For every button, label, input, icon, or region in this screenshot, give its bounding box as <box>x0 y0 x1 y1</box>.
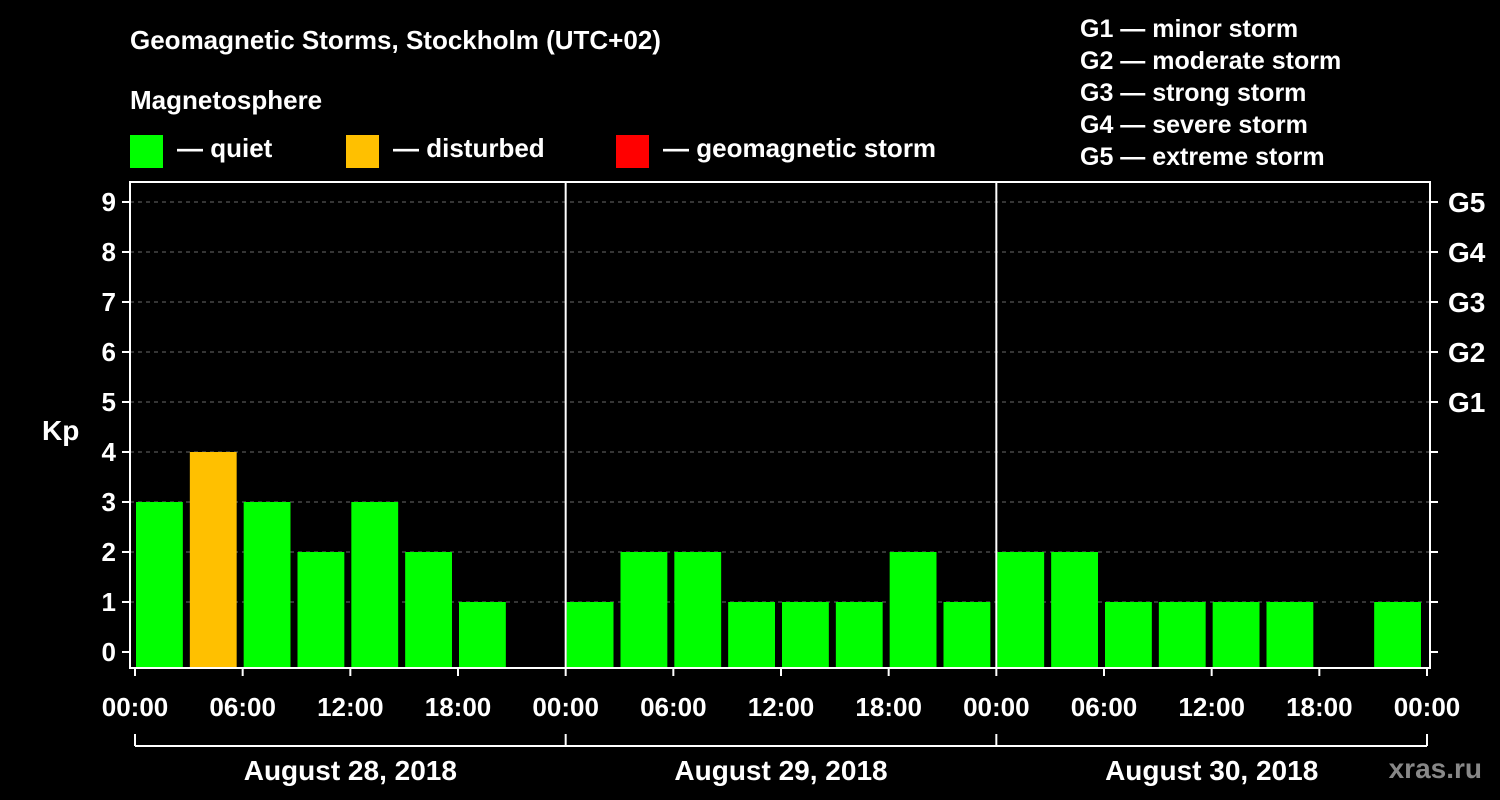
day-label: August 29, 2018 <box>674 755 887 786</box>
kp-bar <box>297 552 345 668</box>
y-tick-label: 6 <box>102 337 116 367</box>
y-tick-label: 9 <box>102 187 116 217</box>
g-scale-label: G4 <box>1448 237 1486 268</box>
y-tick-label: 8 <box>102 237 116 267</box>
kp-bar <box>1374 602 1421 668</box>
kp-bar <box>1158 602 1206 668</box>
y-tick-label: 5 <box>102 387 116 417</box>
storm-scale-g4: G4 — severe storm <box>1080 111 1308 139</box>
kp-bar <box>1051 552 1098 668</box>
x-tick-label: 12:00 <box>1178 692 1245 722</box>
legend-swatch-quiet <box>130 135 163 168</box>
x-tick-label: 18:00 <box>1286 692 1353 722</box>
storm-scale-g1: G1 — minor storm <box>1080 15 1298 43</box>
storm-scale-g2: G2 — moderate storm <box>1080 47 1341 75</box>
kp-bar <box>835 602 883 668</box>
legend-label-disturbed: — disturbed <box>393 133 545 163</box>
x-tick-label: 00:00 <box>963 692 1030 722</box>
legend-label-quiet: — quiet <box>177 133 273 163</box>
g-scale-label: G2 <box>1448 337 1485 368</box>
g-scale-label: G5 <box>1448 187 1485 218</box>
watermark: xras.ru <box>1389 753 1482 784</box>
g-scale-label: G1 <box>1448 387 1485 418</box>
x-tick-label: 06:00 <box>640 692 707 722</box>
g-scale-label: G3 <box>1448 287 1485 318</box>
x-tick-label: 00:00 <box>1394 692 1461 722</box>
y-tick-label: 2 <box>102 537 116 567</box>
x-tick-label: 00:00 <box>532 692 599 722</box>
x-tick-label: 12:00 <box>317 692 384 722</box>
kp-bar <box>243 502 291 668</box>
kp-bar <box>189 452 237 668</box>
x-tick-label: 00:00 <box>102 692 169 722</box>
kp-bar <box>1212 602 1260 668</box>
x-tick-label: 06:00 <box>1071 692 1138 722</box>
y-axis-label: Kp <box>42 415 79 446</box>
legend-swatch-disturbed <box>346 135 379 168</box>
chart-title: Geomagnetic Storms, Stockholm (UTC+02) <box>130 25 661 55</box>
kp-bar <box>997 552 1045 668</box>
x-tick-label: 18:00 <box>425 692 492 722</box>
legend-heading: Magnetosphere <box>130 85 322 115</box>
x-tick-label: 18:00 <box>855 692 922 722</box>
x-tick-label: 12:00 <box>748 692 815 722</box>
y-tick-label: 0 <box>102 637 116 667</box>
kp-bar <box>1105 602 1152 668</box>
y-tick-label: 1 <box>102 587 116 617</box>
kp-bar <box>1266 602 1314 668</box>
kp-bar <box>351 502 399 668</box>
kp-bar <box>566 602 614 668</box>
kp-bar <box>943 602 991 668</box>
storm-scale-g5: G5 — extreme storm <box>1080 143 1325 171</box>
x-tick-label: 06:00 <box>209 692 276 722</box>
y-tick-label: 7 <box>102 287 116 317</box>
kp-bar <box>405 552 452 668</box>
y-tick-label: 4 <box>102 437 117 467</box>
kp-bar <box>782 602 829 668</box>
legend-label-storm: — geomagnetic storm <box>663 133 936 163</box>
kp-bar <box>889 552 937 668</box>
kp-bar <box>728 602 775 668</box>
kp-bar <box>620 552 668 668</box>
storm-scale-g3: G3 — strong storm <box>1080 79 1306 107</box>
day-label: August 28, 2018 <box>244 755 457 786</box>
legend-swatch-storm <box>616 135 649 168</box>
y-tick-label: 3 <box>102 487 116 517</box>
kp-bar <box>459 602 506 668</box>
day-label: August 30, 2018 <box>1105 755 1318 786</box>
kp-bar <box>136 502 183 668</box>
kp-bar <box>674 552 722 668</box>
